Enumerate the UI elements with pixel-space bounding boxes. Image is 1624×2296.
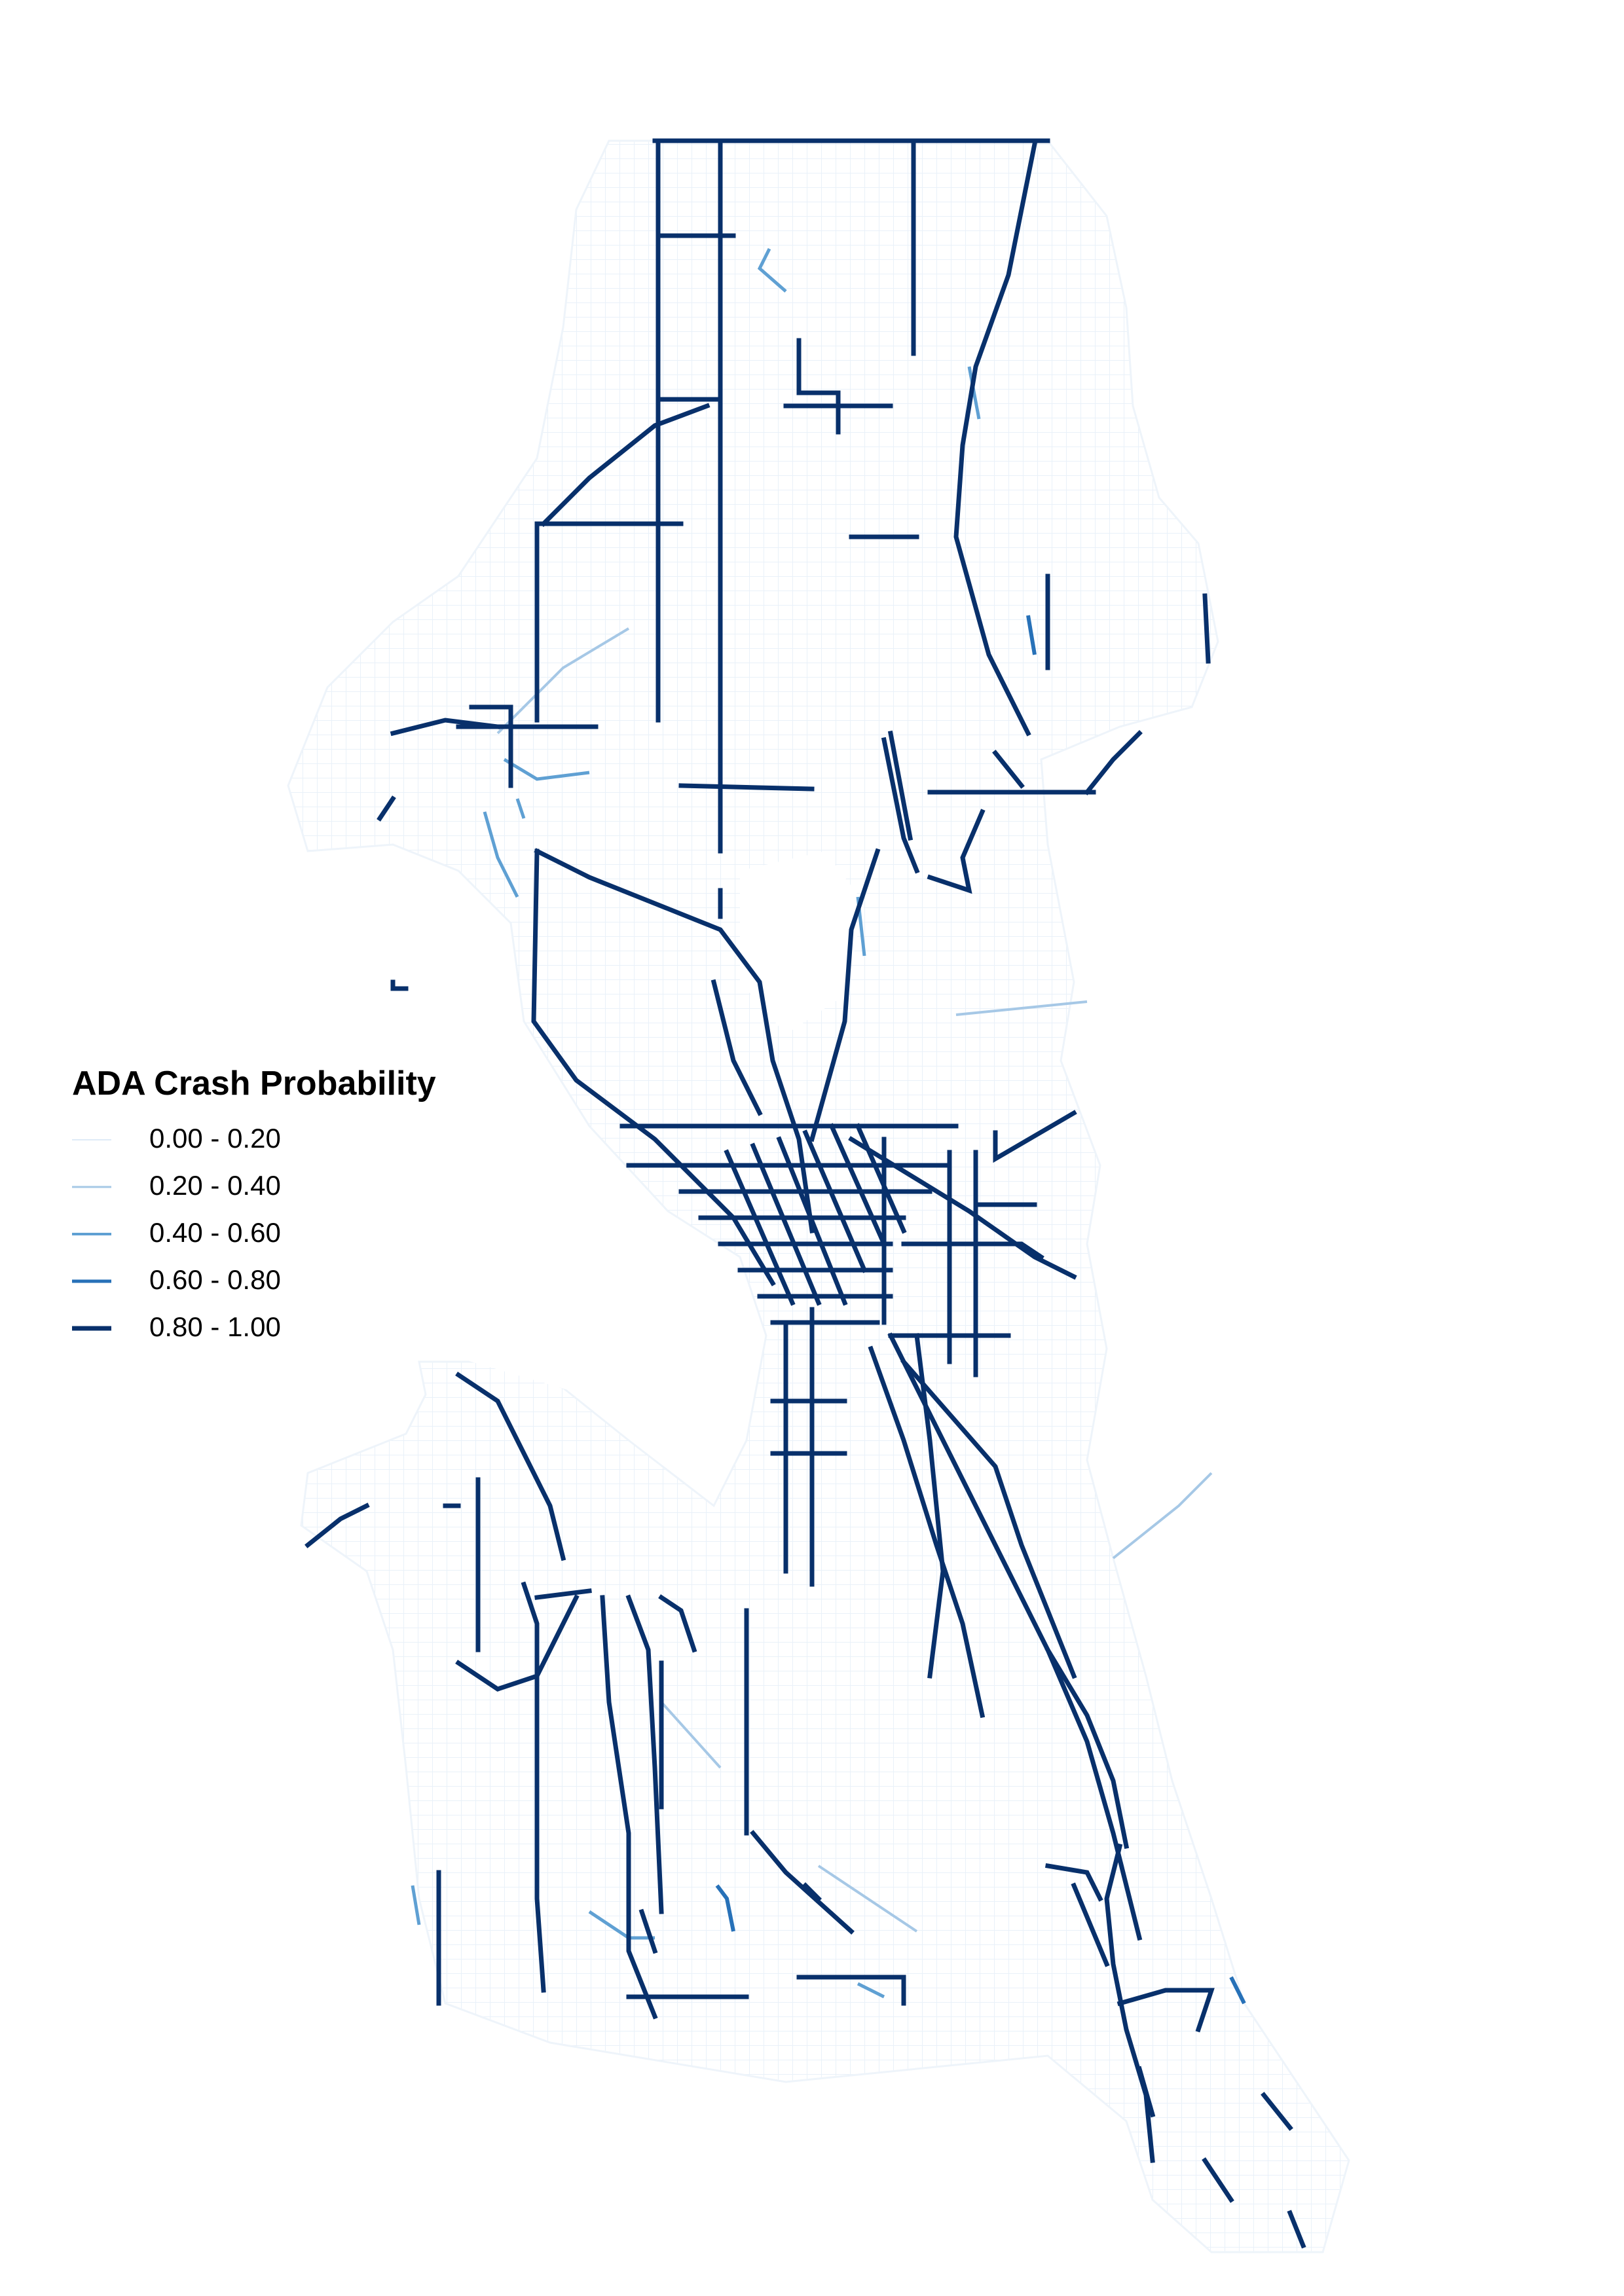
legend-item: 0.00 - 0.20	[72, 1115, 530, 1162]
road-segment	[1287, 2210, 1306, 2249]
road-segment	[881, 737, 920, 874]
road-segment	[658, 1594, 697, 1653]
roads-class-0.20-0.40	[496, 627, 1213, 1933]
road-segment	[955, 1000, 1088, 1016]
road-segment	[521, 1581, 546, 1993]
road-segment	[1044, 1647, 1130, 1850]
road-segment	[887, 1332, 1143, 1941]
road-segment	[496, 627, 630, 735]
road-segment	[953, 141, 1038, 737]
road-segment	[750, 1142, 822, 1306]
map-legend: ADA Crash Probability 0.00 - 0.20 0.20 -…	[72, 1064, 530, 1351]
legend-label: 0.80 - 1.00	[149, 1311, 281, 1342]
road-segment	[515, 798, 526, 819]
road-segment	[796, 338, 841, 435]
road-segment	[600, 1595, 658, 2020]
legend-swatch	[72, 1139, 111, 1140]
legend-swatch	[72, 1279, 111, 1283]
road-segment	[625, 1594, 664, 1914]
road-segment	[483, 811, 519, 898]
road-segment	[887, 730, 913, 841]
road-segment	[724, 1149, 796, 1306]
road-segment	[503, 757, 590, 781]
lake-union	[740, 851, 864, 1034]
road-segment	[817, 1865, 918, 1933]
road-segment	[1084, 730, 1143, 795]
road-segment	[993, 1110, 1077, 1163]
road-segment	[776, 1136, 848, 1306]
legend-label: 0.60 - 0.80	[149, 1264, 281, 1295]
road-segment	[750, 1830, 855, 1935]
road-segment	[1044, 1863, 1103, 1902]
road-segment	[1026, 615, 1037, 655]
road-segment	[868, 1345, 986, 1719]
road-segment	[1202, 593, 1211, 664]
roads-class-0.60-0.80	[715, 615, 1246, 2005]
road-segment	[678, 783, 815, 792]
road-segment	[828, 1123, 887, 1247]
roads-class-0.80-1.00	[304, 138, 1306, 2249]
road-segment	[1136, 2066, 1156, 2118]
road-segment	[802, 1882, 822, 1902]
legend-label: 0.40 - 0.60	[149, 1217, 281, 1248]
legend-swatch	[72, 1326, 111, 1331]
road-segment	[540, 403, 710, 527]
road-segment	[304, 1503, 370, 1548]
roads-class-0.40-0.60	[411, 247, 981, 1999]
road-segment	[796, 1975, 906, 2006]
legend-label: 0.00 - 0.20	[149, 1123, 281, 1154]
road-segment	[857, 1982, 885, 1999]
road-segment	[411, 1885, 421, 1925]
legend-swatch	[72, 1186, 111, 1188]
road-segment	[855, 1123, 907, 1234]
legend-item: 0.20 - 0.40	[72, 1162, 530, 1209]
legend-item: 0.60 - 0.80	[72, 1256, 530, 1303]
road-segment	[534, 1588, 592, 1600]
road-segment	[531, 848, 776, 1286]
road-segment	[1104, 1843, 1155, 2163]
elliott-bay	[399, 1303, 753, 1480]
road-segment	[927, 809, 986, 894]
road-segment	[1071, 1882, 1110, 1967]
legend-label: 0.20 - 0.40	[149, 1170, 281, 1201]
road-segment	[901, 1241, 1044, 1260]
road-segment	[967, 366, 981, 420]
road-segment	[455, 1372, 566, 1561]
road-segment	[992, 750, 1025, 789]
road-segment	[1229, 1976, 1246, 2005]
road-segment	[1261, 2092, 1293, 2131]
road-segment	[848, 1136, 1077, 1280]
road-segment	[914, 1333, 946, 1679]
road-segment	[1202, 2157, 1234, 2203]
legend-item: 0.80 - 1.00	[72, 1303, 530, 1351]
road-segment	[1116, 1988, 1215, 2033]
road-segment	[710, 979, 763, 1116]
road-segment	[1112, 1472, 1213, 1559]
road-segment	[469, 704, 513, 788]
road-segment	[900, 1358, 1077, 1679]
road-segment	[802, 1129, 868, 1273]
legend-title: ADA Crash Probability	[72, 1065, 436, 1102]
road-segment	[390, 979, 409, 991]
legend-swatch	[72, 1233, 111, 1235]
road-segment	[809, 848, 881, 1142]
road-segment	[377, 795, 396, 822]
road-segment	[638, 1908, 658, 1954]
road-segment	[660, 1701, 722, 1769]
road-segment	[757, 247, 787, 293]
road-segment	[715, 1884, 735, 1932]
legend-item: 0.40 - 0.60	[72, 1209, 530, 1256]
